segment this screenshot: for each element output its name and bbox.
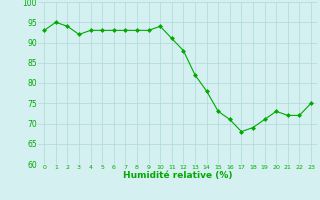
X-axis label: Humidité relative (%): Humidité relative (%) xyxy=(123,171,232,180)
